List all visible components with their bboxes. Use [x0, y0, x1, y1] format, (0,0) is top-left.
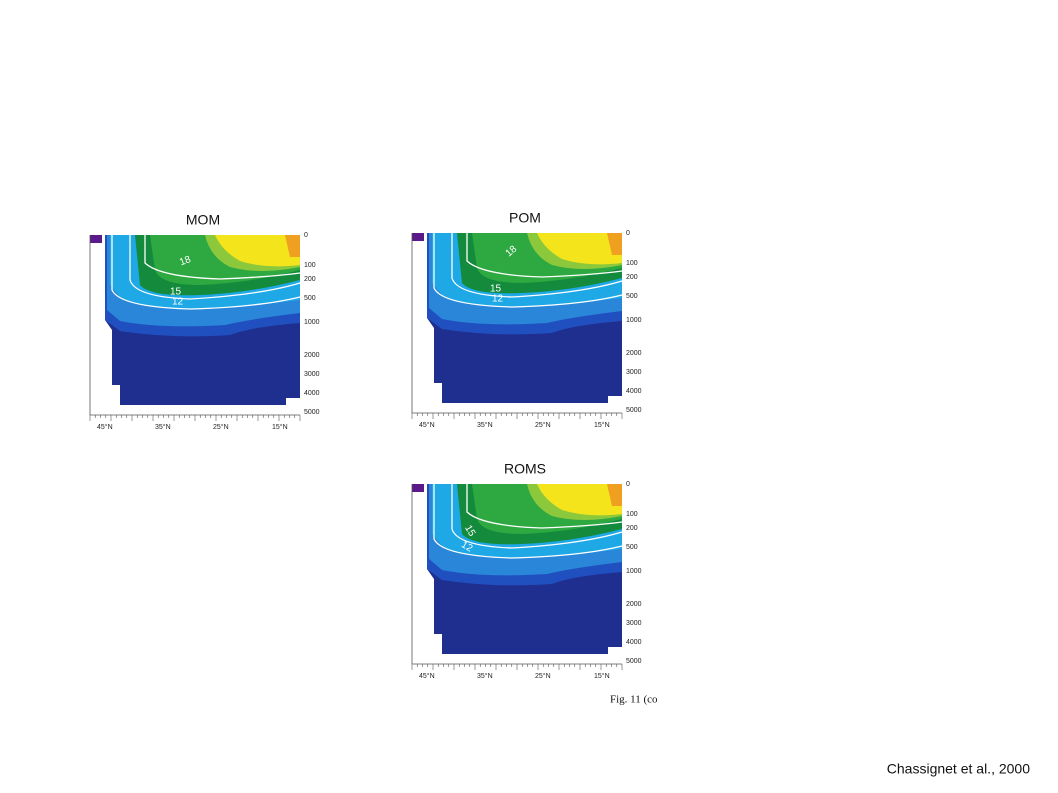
contour-line: [144, 235, 301, 280]
lat-label: 35°N: [477, 421, 493, 429]
depth-label: 200: [304, 276, 316, 283]
contour-line: [433, 233, 623, 308]
contour-label: 15: [462, 523, 477, 539]
lat-label: 25°N: [535, 421, 551, 429]
citation: Chassignet et al., 2000: [887, 761, 1030, 777]
field-region: [215, 235, 300, 267]
contour-label: 12: [459, 539, 475, 554]
panel-title: POM: [509, 210, 541, 226]
depth-label: 5000: [626, 407, 642, 414]
depth-label: 2000: [304, 352, 320, 359]
panel: MOM 0 100 200 500 1000 2000 3000 4000 5000 45°N 35°…: [89, 212, 320, 431]
depth-label: 1000: [626, 568, 642, 575]
depth-label: 100: [626, 511, 638, 518]
depth-label: 100: [626, 260, 638, 267]
contour-label: 15: [490, 284, 502, 295]
contour-line: [433, 484, 623, 559]
field-region: [285, 235, 300, 257]
depth-label: 500: [626, 293, 638, 300]
lat-label: 25°N: [213, 423, 229, 431]
field-region: [90, 235, 102, 243]
depth-label: 3000: [304, 371, 320, 378]
lat-label: 45°N: [419, 421, 435, 429]
lat-label: 35°N: [477, 672, 493, 680]
field-region: [412, 484, 424, 492]
field-region: [537, 484, 622, 516]
depth-label: 3000: [626, 620, 642, 627]
depth-label: 2000: [626, 350, 642, 357]
depth-label: 5000: [304, 409, 320, 416]
panel-title: MOM: [186, 212, 220, 228]
field-region: [412, 233, 424, 241]
depth-label: 1000: [626, 317, 642, 324]
depth-label: 0: [304, 232, 308, 239]
lat-label: 15°N: [594, 672, 610, 680]
contour-line: [451, 484, 623, 549]
lat-label: 45°N: [97, 423, 113, 431]
depth-label: 1000: [304, 319, 320, 326]
depth-label: 2000: [626, 601, 642, 608]
field-region: [607, 484, 622, 506]
depth-label: 500: [626, 544, 638, 551]
depth-label: 3000: [626, 369, 642, 376]
lat-label: 15°N: [594, 421, 610, 429]
panel: ROMS 0 100 200 500 1000 2000 3000 4000 5000 45°N 35…: [411, 461, 642, 680]
contour-label: 12: [492, 294, 504, 305]
contour-line: [466, 233, 623, 278]
depth-label: 4000: [626, 388, 642, 395]
contour-line: [466, 484, 623, 529]
depth-label: 200: [626, 525, 638, 532]
depth-label: 4000: [626, 639, 642, 646]
depth-label: 0: [626, 230, 630, 237]
contour-line: [129, 235, 301, 300]
panel: POM 0 100 200 500 1000 2000 3000 4000 5000 45°N 35°…: [411, 210, 642, 429]
depth-label: 5000: [626, 658, 642, 665]
contour-line: [451, 233, 623, 298]
contour-line: [111, 235, 301, 310]
figure-caption: Fig. 11 (co: [610, 694, 658, 706]
panel-title: ROMS: [504, 461, 546, 477]
contour-label: 18: [178, 254, 193, 268]
contour-label: 12: [172, 297, 184, 308]
depth-label: 500: [304, 295, 316, 302]
depth-label: 200: [626, 274, 638, 281]
lat-label: 45°N: [419, 672, 435, 680]
depth-label: 4000: [304, 390, 320, 397]
lat-label: 25°N: [535, 672, 551, 680]
depth-label: 100: [304, 262, 316, 269]
lat-label: 15°N: [272, 423, 288, 431]
lat-label: 35°N: [155, 423, 171, 431]
depth-label: 0: [626, 481, 630, 488]
field-region: [607, 233, 622, 255]
field-region: [537, 233, 622, 265]
contour-label: 15: [170, 287, 182, 298]
